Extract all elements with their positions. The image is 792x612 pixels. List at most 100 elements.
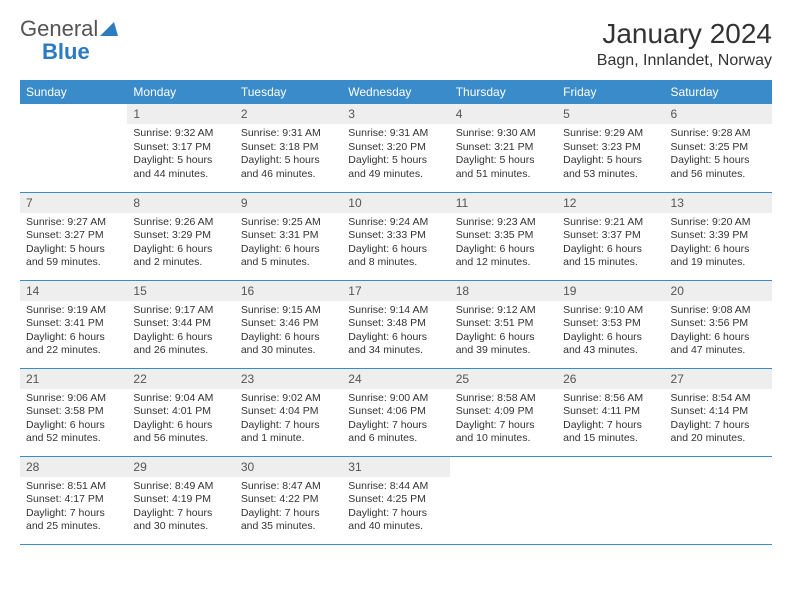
- daylight-text: Daylight: 5 hours and 51 minutes.: [456, 154, 551, 181]
- daylight-text: Daylight: 5 hours and 56 minutes.: [671, 154, 766, 181]
- title-block: January 2024 Bagn, Innlandet, Norway: [597, 18, 772, 70]
- calendar-cell: [665, 456, 772, 544]
- calendar-cell: [557, 456, 664, 544]
- day-body: Sunrise: 9:28 AMSunset: 3:25 PMDaylight:…: [665, 124, 772, 186]
- daylight-text: Daylight: 6 hours and 34 minutes.: [348, 331, 443, 358]
- day-number: 26: [557, 369, 664, 389]
- day-body: Sunrise: 8:51 AMSunset: 4:17 PMDaylight:…: [20, 477, 127, 539]
- sunset-text: Sunset: 4:11 PM: [563, 405, 658, 419]
- calendar-week: 7Sunrise: 9:27 AMSunset: 3:27 PMDaylight…: [20, 192, 772, 280]
- calendar-cell: 6Sunrise: 9:28 AMSunset: 3:25 PMDaylight…: [665, 104, 772, 192]
- sunset-text: Sunset: 3:44 PM: [133, 317, 228, 331]
- daylight-text: Daylight: 6 hours and 22 minutes.: [26, 331, 121, 358]
- logo-text-block: General Blue: [20, 18, 118, 64]
- calendar-page: General Blue January 2024 Bagn, Innlande…: [0, 0, 792, 555]
- logo-triangle-icon: [100, 22, 118, 41]
- sunrise-text: Sunrise: 9:08 AM: [671, 304, 766, 318]
- calendar-cell: [20, 104, 127, 192]
- day-number: 1: [127, 104, 234, 124]
- weekday-header: Saturday: [665, 80, 772, 104]
- sunrise-text: Sunrise: 8:49 AM: [133, 480, 228, 494]
- sunset-text: Sunset: 4:17 PM: [26, 493, 121, 507]
- daylight-text: Daylight: 5 hours and 46 minutes.: [241, 154, 336, 181]
- calendar-week: 1Sunrise: 9:32 AMSunset: 3:17 PMDaylight…: [20, 104, 772, 192]
- logo: General Blue: [20, 18, 118, 64]
- sunrise-text: Sunrise: 9:25 AM: [241, 216, 336, 230]
- calendar-table: SundayMondayTuesdayWednesdayThursdayFrid…: [20, 80, 772, 545]
- day-body: Sunrise: 9:23 AMSunset: 3:35 PMDaylight:…: [450, 213, 557, 275]
- daylight-text: Daylight: 6 hours and 26 minutes.: [133, 331, 228, 358]
- day-body: Sunrise: 9:29 AMSunset: 3:23 PMDaylight:…: [557, 124, 664, 186]
- daylight-text: Daylight: 7 hours and 30 minutes.: [133, 507, 228, 534]
- sunset-text: Sunset: 3:29 PM: [133, 229, 228, 243]
- day-body: Sunrise: 9:20 AMSunset: 3:39 PMDaylight:…: [665, 213, 772, 275]
- sunset-text: Sunset: 4:14 PM: [671, 405, 766, 419]
- calendar-cell: 27Sunrise: 8:54 AMSunset: 4:14 PMDayligh…: [665, 368, 772, 456]
- sunrise-text: Sunrise: 8:47 AM: [241, 480, 336, 494]
- sunset-text: Sunset: 4:01 PM: [133, 405, 228, 419]
- calendar-cell: 17Sunrise: 9:14 AMSunset: 3:48 PMDayligh…: [342, 280, 449, 368]
- day-body: Sunrise: 9:25 AMSunset: 3:31 PMDaylight:…: [235, 213, 342, 275]
- page-title: January 2024: [597, 18, 772, 50]
- sunrise-text: Sunrise: 9:29 AM: [563, 127, 658, 141]
- day-number: 14: [20, 281, 127, 301]
- sunset-text: Sunset: 4:06 PM: [348, 405, 443, 419]
- sunset-text: Sunset: 3:39 PM: [671, 229, 766, 243]
- sunrise-text: Sunrise: 9:31 AM: [241, 127, 336, 141]
- day-body: Sunrise: 9:00 AMSunset: 4:06 PMDaylight:…: [342, 389, 449, 451]
- day-body: Sunrise: 9:31 AMSunset: 3:20 PMDaylight:…: [342, 124, 449, 186]
- sunrise-text: Sunrise: 9:17 AM: [133, 304, 228, 318]
- daylight-text: Daylight: 7 hours and 20 minutes.: [671, 419, 766, 446]
- day-number: 2: [235, 104, 342, 124]
- daylight-text: Daylight: 5 hours and 49 minutes.: [348, 154, 443, 181]
- day-number: 31: [342, 457, 449, 477]
- calendar-cell: [450, 456, 557, 544]
- daylight-text: Daylight: 6 hours and 56 minutes.: [133, 419, 228, 446]
- sunset-text: Sunset: 4:04 PM: [241, 405, 336, 419]
- day-number: 8: [127, 193, 234, 213]
- daylight-text: Daylight: 7 hours and 6 minutes.: [348, 419, 443, 446]
- calendar-cell: 29Sunrise: 8:49 AMSunset: 4:19 PMDayligh…: [127, 456, 234, 544]
- day-number: 30: [235, 457, 342, 477]
- day-body: Sunrise: 9:19 AMSunset: 3:41 PMDaylight:…: [20, 301, 127, 363]
- weekday-header: Monday: [127, 80, 234, 104]
- sunrise-text: Sunrise: 9:32 AM: [133, 127, 228, 141]
- calendar-cell: 22Sunrise: 9:04 AMSunset: 4:01 PMDayligh…: [127, 368, 234, 456]
- day-body: Sunrise: 9:15 AMSunset: 3:46 PMDaylight:…: [235, 301, 342, 363]
- calendar-cell: 23Sunrise: 9:02 AMSunset: 4:04 PMDayligh…: [235, 368, 342, 456]
- sunset-text: Sunset: 3:23 PM: [563, 141, 658, 155]
- daylight-text: Daylight: 7 hours and 40 minutes.: [348, 507, 443, 534]
- daylight-text: Daylight: 6 hours and 52 minutes.: [26, 419, 121, 446]
- sunrise-text: Sunrise: 9:26 AM: [133, 216, 228, 230]
- day-body: Sunrise: 8:56 AMSunset: 4:11 PMDaylight:…: [557, 389, 664, 451]
- sunset-text: Sunset: 3:27 PM: [26, 229, 121, 243]
- sunrise-text: Sunrise: 9:19 AM: [26, 304, 121, 318]
- sunrise-text: Sunrise: 8:44 AM: [348, 480, 443, 494]
- daylight-text: Daylight: 5 hours and 44 minutes.: [133, 154, 228, 181]
- day-body: Sunrise: 9:02 AMSunset: 4:04 PMDaylight:…: [235, 389, 342, 451]
- day-number: 13: [665, 193, 772, 213]
- sunset-text: Sunset: 3:25 PM: [671, 141, 766, 155]
- sunset-text: Sunset: 3:56 PM: [671, 317, 766, 331]
- logo-blue: Blue: [42, 39, 90, 64]
- day-number: 16: [235, 281, 342, 301]
- sunset-text: Sunset: 3:18 PM: [241, 141, 336, 155]
- day-number: 24: [342, 369, 449, 389]
- calendar-cell: 10Sunrise: 9:24 AMSunset: 3:33 PMDayligh…: [342, 192, 449, 280]
- calendar-head: SundayMondayTuesdayWednesdayThursdayFrid…: [20, 80, 772, 104]
- day-body: Sunrise: 9:30 AMSunset: 3:21 PMDaylight:…: [450, 124, 557, 186]
- daylight-text: Daylight: 6 hours and 2 minutes.: [133, 243, 228, 270]
- header: General Blue January 2024 Bagn, Innlande…: [20, 18, 772, 70]
- daylight-text: Daylight: 6 hours and 30 minutes.: [241, 331, 336, 358]
- calendar-cell: 24Sunrise: 9:00 AMSunset: 4:06 PMDayligh…: [342, 368, 449, 456]
- day-body: Sunrise: 9:12 AMSunset: 3:51 PMDaylight:…: [450, 301, 557, 363]
- daylight-text: Daylight: 6 hours and 19 minutes.: [671, 243, 766, 270]
- calendar-week: 21Sunrise: 9:06 AMSunset: 3:58 PMDayligh…: [20, 368, 772, 456]
- day-body: Sunrise: 8:44 AMSunset: 4:25 PMDaylight:…: [342, 477, 449, 539]
- daylight-text: Daylight: 7 hours and 35 minutes.: [241, 507, 336, 534]
- day-body: Sunrise: 8:49 AMSunset: 4:19 PMDaylight:…: [127, 477, 234, 539]
- sunset-text: Sunset: 3:20 PM: [348, 141, 443, 155]
- sunrise-text: Sunrise: 9:20 AM: [671, 216, 766, 230]
- weekday-row: SundayMondayTuesdayWednesdayThursdayFrid…: [20, 80, 772, 104]
- calendar-cell: 12Sunrise: 9:21 AMSunset: 3:37 PMDayligh…: [557, 192, 664, 280]
